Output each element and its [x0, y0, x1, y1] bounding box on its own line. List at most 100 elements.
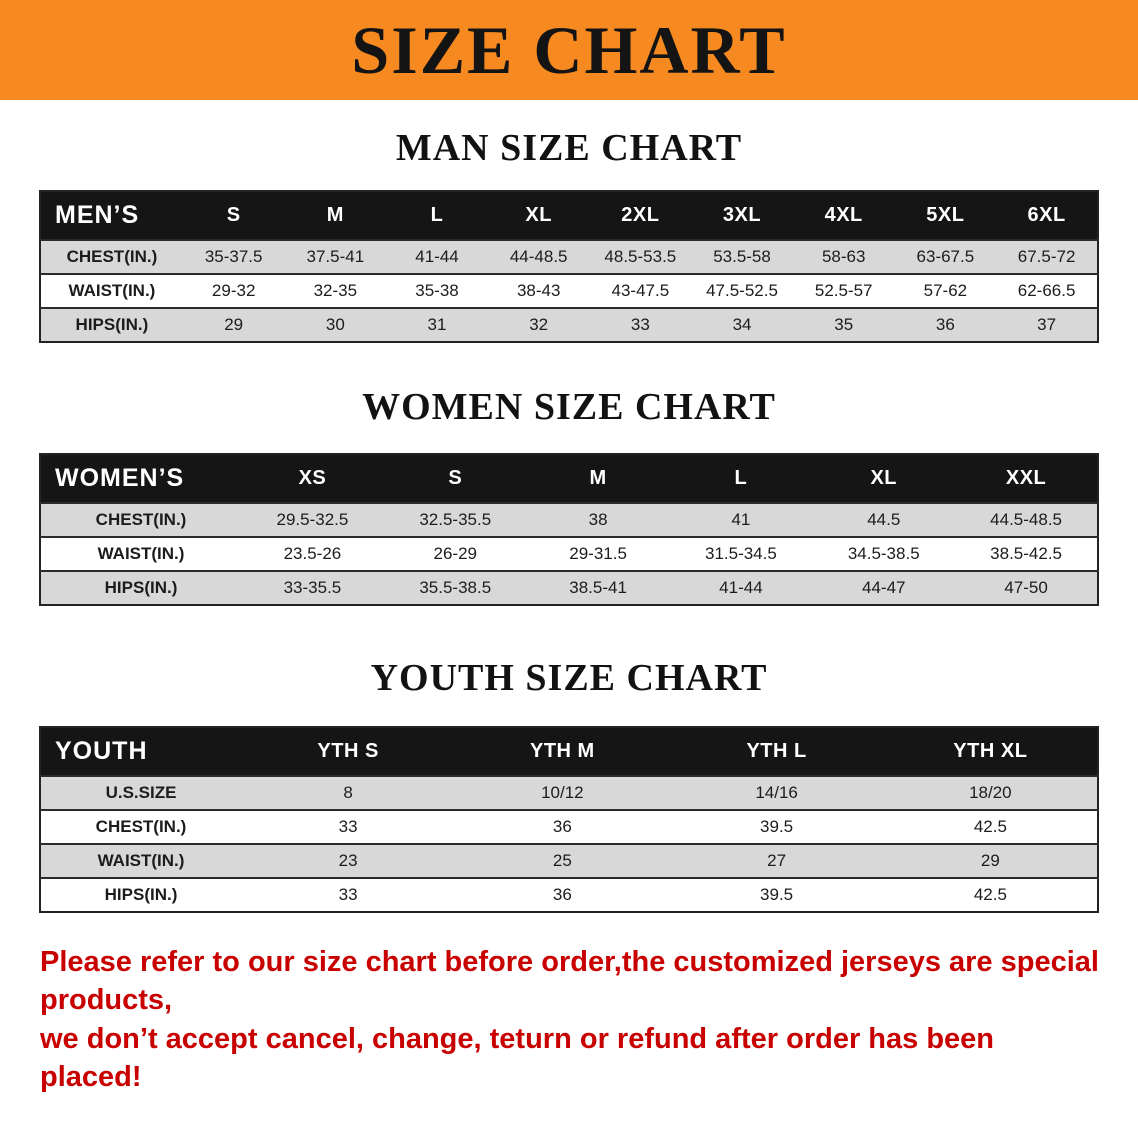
size-column-header: YTH L [746, 740, 807, 762]
size-column-header: 2XL [621, 204, 660, 226]
size-value-cell: 29-31.5 [569, 544, 627, 563]
size-value-cell: 37.5-41 [306, 247, 365, 266]
size-column-header: XL [870, 467, 898, 489]
women-size-section: WOMEN SIZE CHART WOMEN’S XS S M L XL XXL CHEST(… [0, 385, 1138, 606]
women-size-table: WOMEN’S XS S M L XL XXL CHEST(IN.) 29.5-32.5 32.5… [39, 453, 1099, 606]
size-value-cell: 31 [427, 315, 447, 334]
size-value-cell: 67.5-72 [1017, 247, 1076, 266]
size-value-cell: 44-48.5 [509, 247, 568, 266]
table-header-row: WOMEN’S XS S M L XL XXL [40, 454, 1098, 503]
size-value-cell: 41 [731, 510, 751, 529]
size-value-cell: 44-47 [862, 578, 906, 597]
size-value-cell: 14/16 [755, 783, 798, 802]
row-label: CHEST(IN.) [95, 817, 187, 836]
youth-section-heading: YOUTH SIZE CHART [370, 657, 768, 699]
size-value-cell: 38.5-42.5 [990, 544, 1062, 563]
size-value-cell: 29 [224, 315, 244, 334]
table-header-row: MEN’S S M L XL 2XL 3XL 4XL 5XL 6XL [40, 191, 1098, 240]
size-value-cell: 34.5-38.5 [847, 544, 920, 563]
row-label: HIPS(IN.) [104, 578, 178, 597]
measurement-row: CHEST(IN.) 35-37.5 37.5-41 41-44 44-48.5 48.5… [40, 240, 1098, 274]
size-value-cell: 32.5-35.5 [419, 510, 492, 529]
size-value-cell: 37 [1037, 315, 1057, 334]
size-value-cell: 30 [325, 315, 345, 334]
size-value-cell: 32-35 [313, 281, 358, 300]
size-value-cell: 18/20 [969, 783, 1012, 802]
size-column-header: YTH M [530, 740, 595, 762]
row-label: HIPS(IN.) [104, 885, 178, 904]
size-value-cell: 36 [935, 315, 955, 334]
size-column-header: S [448, 467, 463, 489]
size-value-cell: 38 [588, 510, 608, 529]
table-title-cell: YOUTH [55, 737, 148, 765]
size-value-cell: 42.5 [973, 885, 1007, 904]
size-column-header: XS [298, 467, 327, 489]
size-value-cell: 63-67.5 [916, 247, 975, 266]
measurement-row: HIPS(IN.) 33 36 39.5 42.5 [40, 878, 1098, 912]
measurement-row: WAIST(IN.) 29-32 32-35 35-38 38-43 43-47.5 47.… [40, 274, 1098, 308]
size-value-cell: 8 [343, 783, 353, 802]
size-value-cell: 39.5 [760, 817, 794, 836]
size-column-header: S [226, 204, 241, 226]
size-value-cell: 36 [552, 885, 572, 904]
size-column-header: 6XL [1027, 204, 1066, 226]
row-label: CHEST(IN.) [66, 247, 158, 266]
measurement-row: HIPS(IN.) 29 30 31 32 33 34 35 36 37 [40, 308, 1098, 342]
size-value-cell: 48.5-53.5 [604, 247, 677, 266]
row-label: U.S.SIZE [105, 783, 177, 802]
size-value-cell: 29-32 [211, 281, 256, 300]
table-header-row: YOUTH YTH S YTH M YTH L YTH XL [40, 727, 1098, 776]
size-value-cell: 10/12 [541, 783, 584, 802]
size-column-header: 4XL [824, 204, 863, 226]
size-value-cell: 34 [732, 315, 752, 334]
size-value-cell: 26-29 [433, 544, 477, 563]
size-column-header: XXL [1005, 467, 1047, 489]
size-column-header: 3XL [722, 204, 762, 226]
size-value-cell: 47.5-52.5 [706, 281, 778, 300]
measurement-row: CHEST(IN.) 29.5-32.5 32.5-35.5 38 41 44.5 44.5… [40, 503, 1098, 537]
men-size-section: MAN SIZE CHART MEN’S S M L XL 2XL 3XL 4XL 5XL 6XL… [0, 126, 1138, 343]
size-value-cell: 23.5-26 [283, 544, 342, 563]
row-label: WAIST(IN.) [97, 544, 185, 563]
size-value-cell: 62-66.5 [1017, 281, 1076, 300]
size-column-header: XL [525, 204, 552, 226]
row-label: CHEST(IN.) [95, 510, 187, 529]
size-value-cell: 33-35.5 [283, 578, 342, 597]
size-value-cell: 27 [767, 851, 787, 870]
size-value-cell: 44.5-48.5 [990, 510, 1062, 529]
measurement-row: U.S.SIZE 8 10/12 14/16 18/20 [40, 776, 1098, 810]
size-value-cell: 33 [338, 817, 358, 836]
table-title-cell: WOMEN’S [55, 464, 185, 492]
size-value-cell: 58-63 [821, 247, 866, 266]
size-value-cell: 36 [552, 817, 572, 836]
row-label: HIPS(IN.) [75, 315, 149, 334]
size-column-header: YTH S [317, 740, 379, 762]
size-value-cell: 33 [338, 885, 358, 904]
row-label: WAIST(IN.) [97, 851, 185, 870]
size-value-cell: 41-44 [415, 247, 459, 266]
size-value-cell: 29.5-32.5 [276, 510, 349, 529]
size-value-cell: 53.5-58 [713, 247, 771, 266]
size-value-cell: 35.5-38.5 [419, 578, 492, 597]
size-value-cell: 41-44 [719, 578, 763, 597]
size-value-cell: 44.5 [867, 510, 901, 529]
size-value-cell: 52.5-57 [814, 281, 873, 300]
youth-size-table: YOUTH YTH S YTH M YTH L YTH XL U.S.SIZE 8 10/12… [39, 726, 1099, 913]
size-value-cell: 42.5 [973, 817, 1007, 836]
size-value-cell: 38.5-41 [569, 578, 627, 597]
size-value-cell: 23 [338, 851, 358, 870]
size-column-header: M [589, 467, 607, 489]
women-section-heading: WOMEN SIZE CHART [362, 386, 776, 428]
table-title-cell: MEN’S [55, 201, 140, 229]
order-policy-line-1: Please refer to our size chart before or… [40, 946, 1099, 1017]
size-column-header: M [326, 204, 344, 226]
size-value-cell: 43-47.5 [611, 281, 670, 300]
size-value-cell: 33 [630, 315, 650, 334]
size-value-cell: 35-38 [415, 281, 459, 300]
measurement-row: CHEST(IN.) 33 36 39.5 42.5 [40, 810, 1098, 844]
size-value-cell: 47-50 [1004, 578, 1048, 597]
size-value-cell: 39.5 [760, 885, 794, 904]
size-column-header: YTH XL [953, 740, 1028, 762]
size-column-header: L [430, 204, 444, 226]
size-value-cell: 57-62 [923, 281, 968, 300]
